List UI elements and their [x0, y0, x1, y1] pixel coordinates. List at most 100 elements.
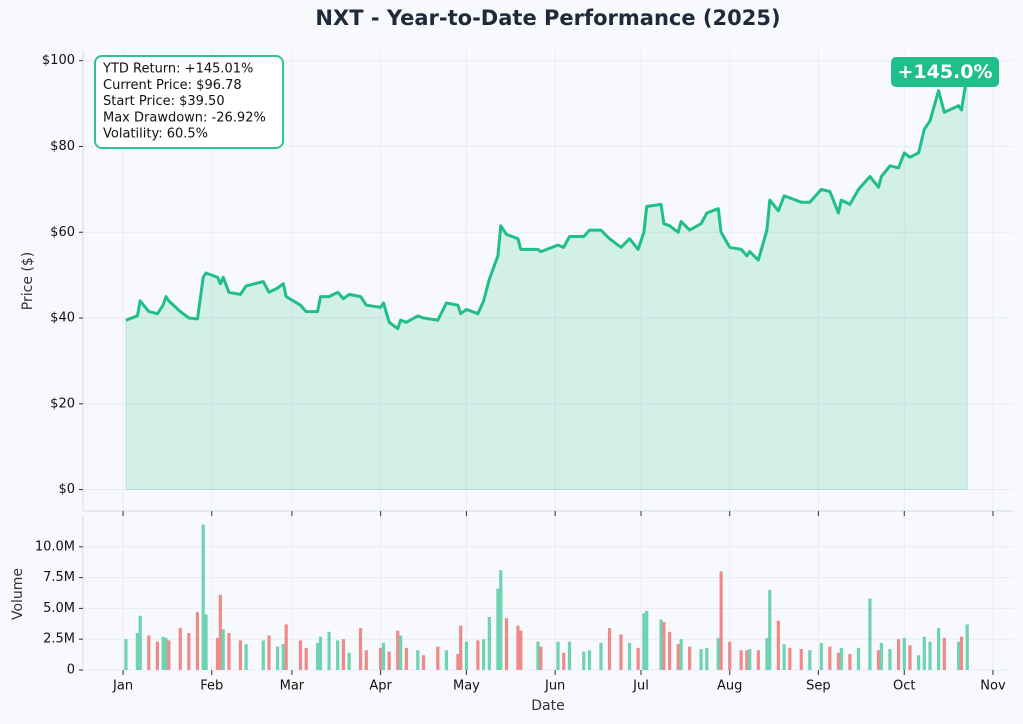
volume-bar: [201, 524, 205, 670]
volume-bar: [195, 612, 200, 670]
volume-bar: [499, 570, 503, 670]
volume-bar: [516, 625, 520, 670]
volume-bar: [316, 642, 320, 670]
volume-bar: [387, 651, 391, 670]
volume-bar: [819, 642, 823, 670]
volume-bar: [957, 641, 961, 670]
volume-bar: [676, 644, 680, 670]
volume-bar: [381, 642, 386, 670]
y-tick-label: 2.5M: [43, 632, 75, 647]
volume-bar: [327, 631, 331, 670]
volume-bar: [942, 637, 946, 670]
x-tick-label: Jun: [544, 679, 565, 694]
volume-bar: [504, 618, 509, 670]
volume-bar: [922, 636, 926, 670]
chart-title: NXT - Year-to-Date Performance (2025): [315, 6, 780, 30]
x-tick-label: Nov: [980, 679, 1006, 694]
x-tick-label: Oct: [893, 679, 915, 694]
x-tick-label: Mar: [280, 679, 305, 694]
volume-bar: [965, 624, 969, 670]
volume-bar: [238, 640, 242, 670]
y-tick-label: $60: [50, 225, 75, 240]
volume-bar: [161, 636, 165, 670]
volume-bar: [298, 640, 303, 670]
volume-bar: [304, 647, 308, 670]
volume-bar: [358, 628, 363, 670]
volume-bar: [728, 641, 732, 670]
volume-bar: [645, 610, 649, 670]
volume-bar: [456, 653, 460, 670]
volume-bar: [836, 652, 841, 670]
volume-bar: [227, 633, 231, 670]
volume-bar: [902, 637, 906, 670]
volume-bar: [599, 642, 603, 670]
volume-bar: [336, 640, 340, 670]
volume-bar: [404, 647, 408, 670]
volume-bar: [619, 634, 623, 670]
volume-bar: [765, 637, 769, 670]
stats-line: Start Price: $39.50: [103, 94, 225, 109]
volume-bar: [627, 642, 632, 670]
volume-bar: [536, 641, 540, 670]
y-tick-label: $0: [58, 482, 75, 497]
volume-bar: [916, 655, 921, 670]
volume-bar: [215, 637, 220, 670]
x-tick-label: Aug: [717, 679, 742, 694]
volume-bar: [562, 652, 566, 670]
volume-bar: [937, 628, 941, 670]
x-tick-label: May: [453, 679, 480, 694]
volume-bar: [659, 619, 663, 670]
stats-line: Max Drawdown: -26.92%: [103, 110, 266, 125]
stats-line: Current Price: $96.78: [103, 78, 242, 93]
volume-bar: [124, 639, 128, 670]
volume-bar: [267, 635, 271, 670]
return-badge-label: +145.0%: [897, 61, 992, 83]
y-tick-label: $80: [50, 139, 75, 154]
volume-bar: [396, 630, 400, 670]
x-tick-label: Sep: [806, 679, 831, 694]
volume-bar: [688, 646, 692, 670]
stats-box: YTD Return: +145.01%Current Price: $96.7…: [94, 55, 284, 149]
stats-line: Volatility: 60.5%: [103, 127, 208, 142]
return-badge: [891, 57, 999, 87]
volume-bar: [745, 650, 749, 670]
volume-bar: [799, 649, 803, 670]
volume-bar: [379, 647, 383, 670]
volume-bar: [928, 641, 932, 670]
y-axis-label: Price ($): [20, 252, 36, 310]
volume-bar: [607, 628, 612, 670]
volume-bar: [482, 639, 486, 670]
volume-bar: [705, 647, 709, 670]
volume-bar: [138, 615, 142, 670]
volume-bar: [421, 655, 426, 670]
volume-bar: [519, 630, 523, 670]
volume-bar: [167, 640, 171, 670]
y-tick-label: 0: [67, 663, 75, 678]
price-line: [125, 74, 969, 331]
volume-bar: [187, 633, 191, 670]
volume-bar: [539, 646, 543, 670]
x-axis-label: Date: [531, 698, 564, 714]
volume-bar: [204, 614, 208, 670]
volume-bar: [436, 646, 440, 670]
volume-bar: [776, 620, 780, 670]
volume-bar: [221, 629, 225, 670]
volume-bar: [567, 641, 572, 670]
volume-bar: [487, 617, 491, 670]
volume-bar: [275, 646, 280, 670]
volume-bar: [662, 621, 666, 670]
y-tick-label: 10.0M: [35, 539, 75, 554]
volume-bar: [839, 647, 843, 670]
volume-bar: [719, 571, 723, 670]
volume-bar: [716, 637, 720, 670]
volume-bar: [587, 650, 592, 670]
volume-bar: [699, 649, 703, 670]
volume-bar: [896, 639, 901, 670]
x-tick-label: Jan: [112, 679, 133, 694]
volume-bar: [261, 640, 265, 670]
volume-bar: [164, 637, 168, 670]
volume-bar: [284, 624, 288, 670]
volume-bar: [828, 646, 832, 670]
volume-bar: [679, 639, 683, 670]
volume-bar: [399, 635, 403, 670]
